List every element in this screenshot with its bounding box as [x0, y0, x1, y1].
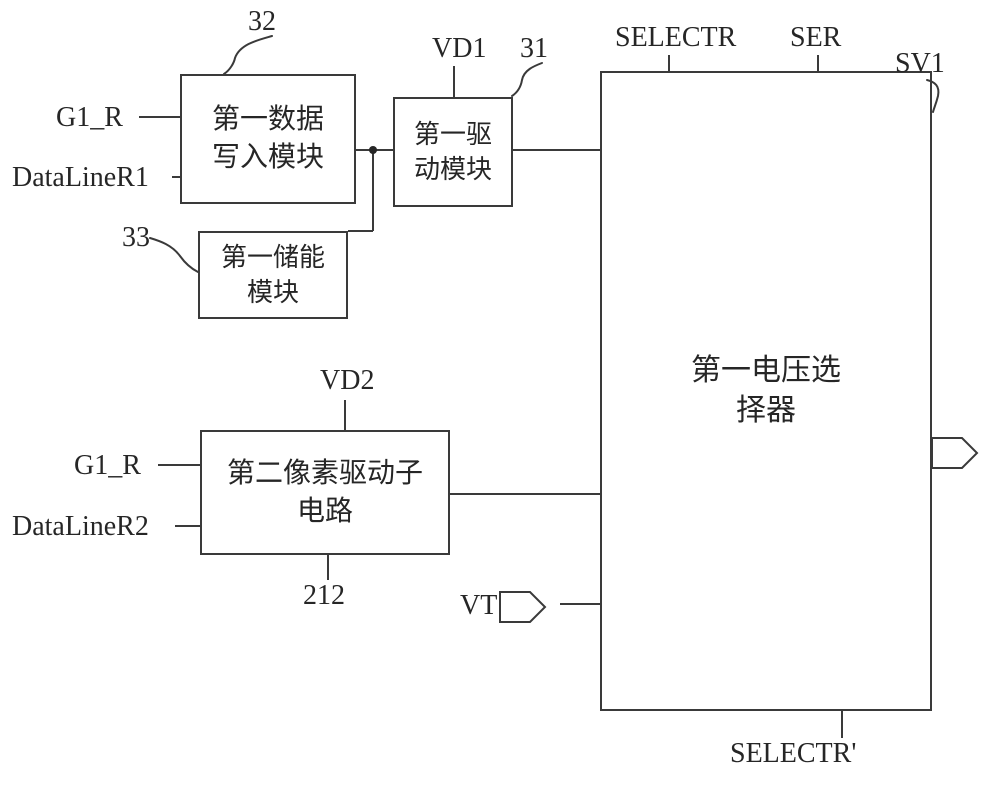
label-sv1: SV1 — [895, 48, 945, 80]
label-32: 32 — [248, 6, 276, 38]
label-212: 212 — [303, 580, 345, 612]
label-vd1: VD1 — [432, 33, 486, 65]
block-voltage-selector-1: 第一电压选择器 — [600, 71, 932, 711]
label-vt: VT — [460, 590, 497, 622]
label-selectr-prime: SELECTR' — [730, 738, 856, 770]
label-selectr: SELECTR — [615, 22, 736, 54]
label-dataliner1: DataLineR1 — [12, 162, 149, 194]
block-data-write-1-text: 第一数据写入模块 — [212, 101, 324, 177]
label-g1r-bot: G1_R — [74, 450, 141, 482]
label-g1r-top: G1_R — [56, 102, 123, 134]
label-dataliner2: DataLineR2 — [12, 511, 149, 543]
block-drive-1: 第一驱动模块 — [393, 97, 513, 207]
block-voltage-selector-1-text: 第一电压选择器 — [691, 351, 841, 432]
label-ser: SER — [790, 22, 841, 54]
label-31: 31 — [520, 33, 548, 65]
label-vd2: VD2 — [320, 365, 374, 397]
label-33: 33 — [122, 222, 150, 254]
block-pixel-drive-2: 第二像素驱动子电路 — [200, 430, 450, 555]
block-pixel-drive-2-text: 第二像素驱动子电路 — [227, 455, 423, 531]
block-storage-1-text: 第一储能模块 — [221, 240, 325, 310]
block-drive-1-text: 第一驱动模块 — [414, 117, 492, 187]
block-storage-1: 第一储能模块 — [198, 231, 348, 319]
block-data-write-1: 第一数据写入模块 — [180, 74, 356, 204]
